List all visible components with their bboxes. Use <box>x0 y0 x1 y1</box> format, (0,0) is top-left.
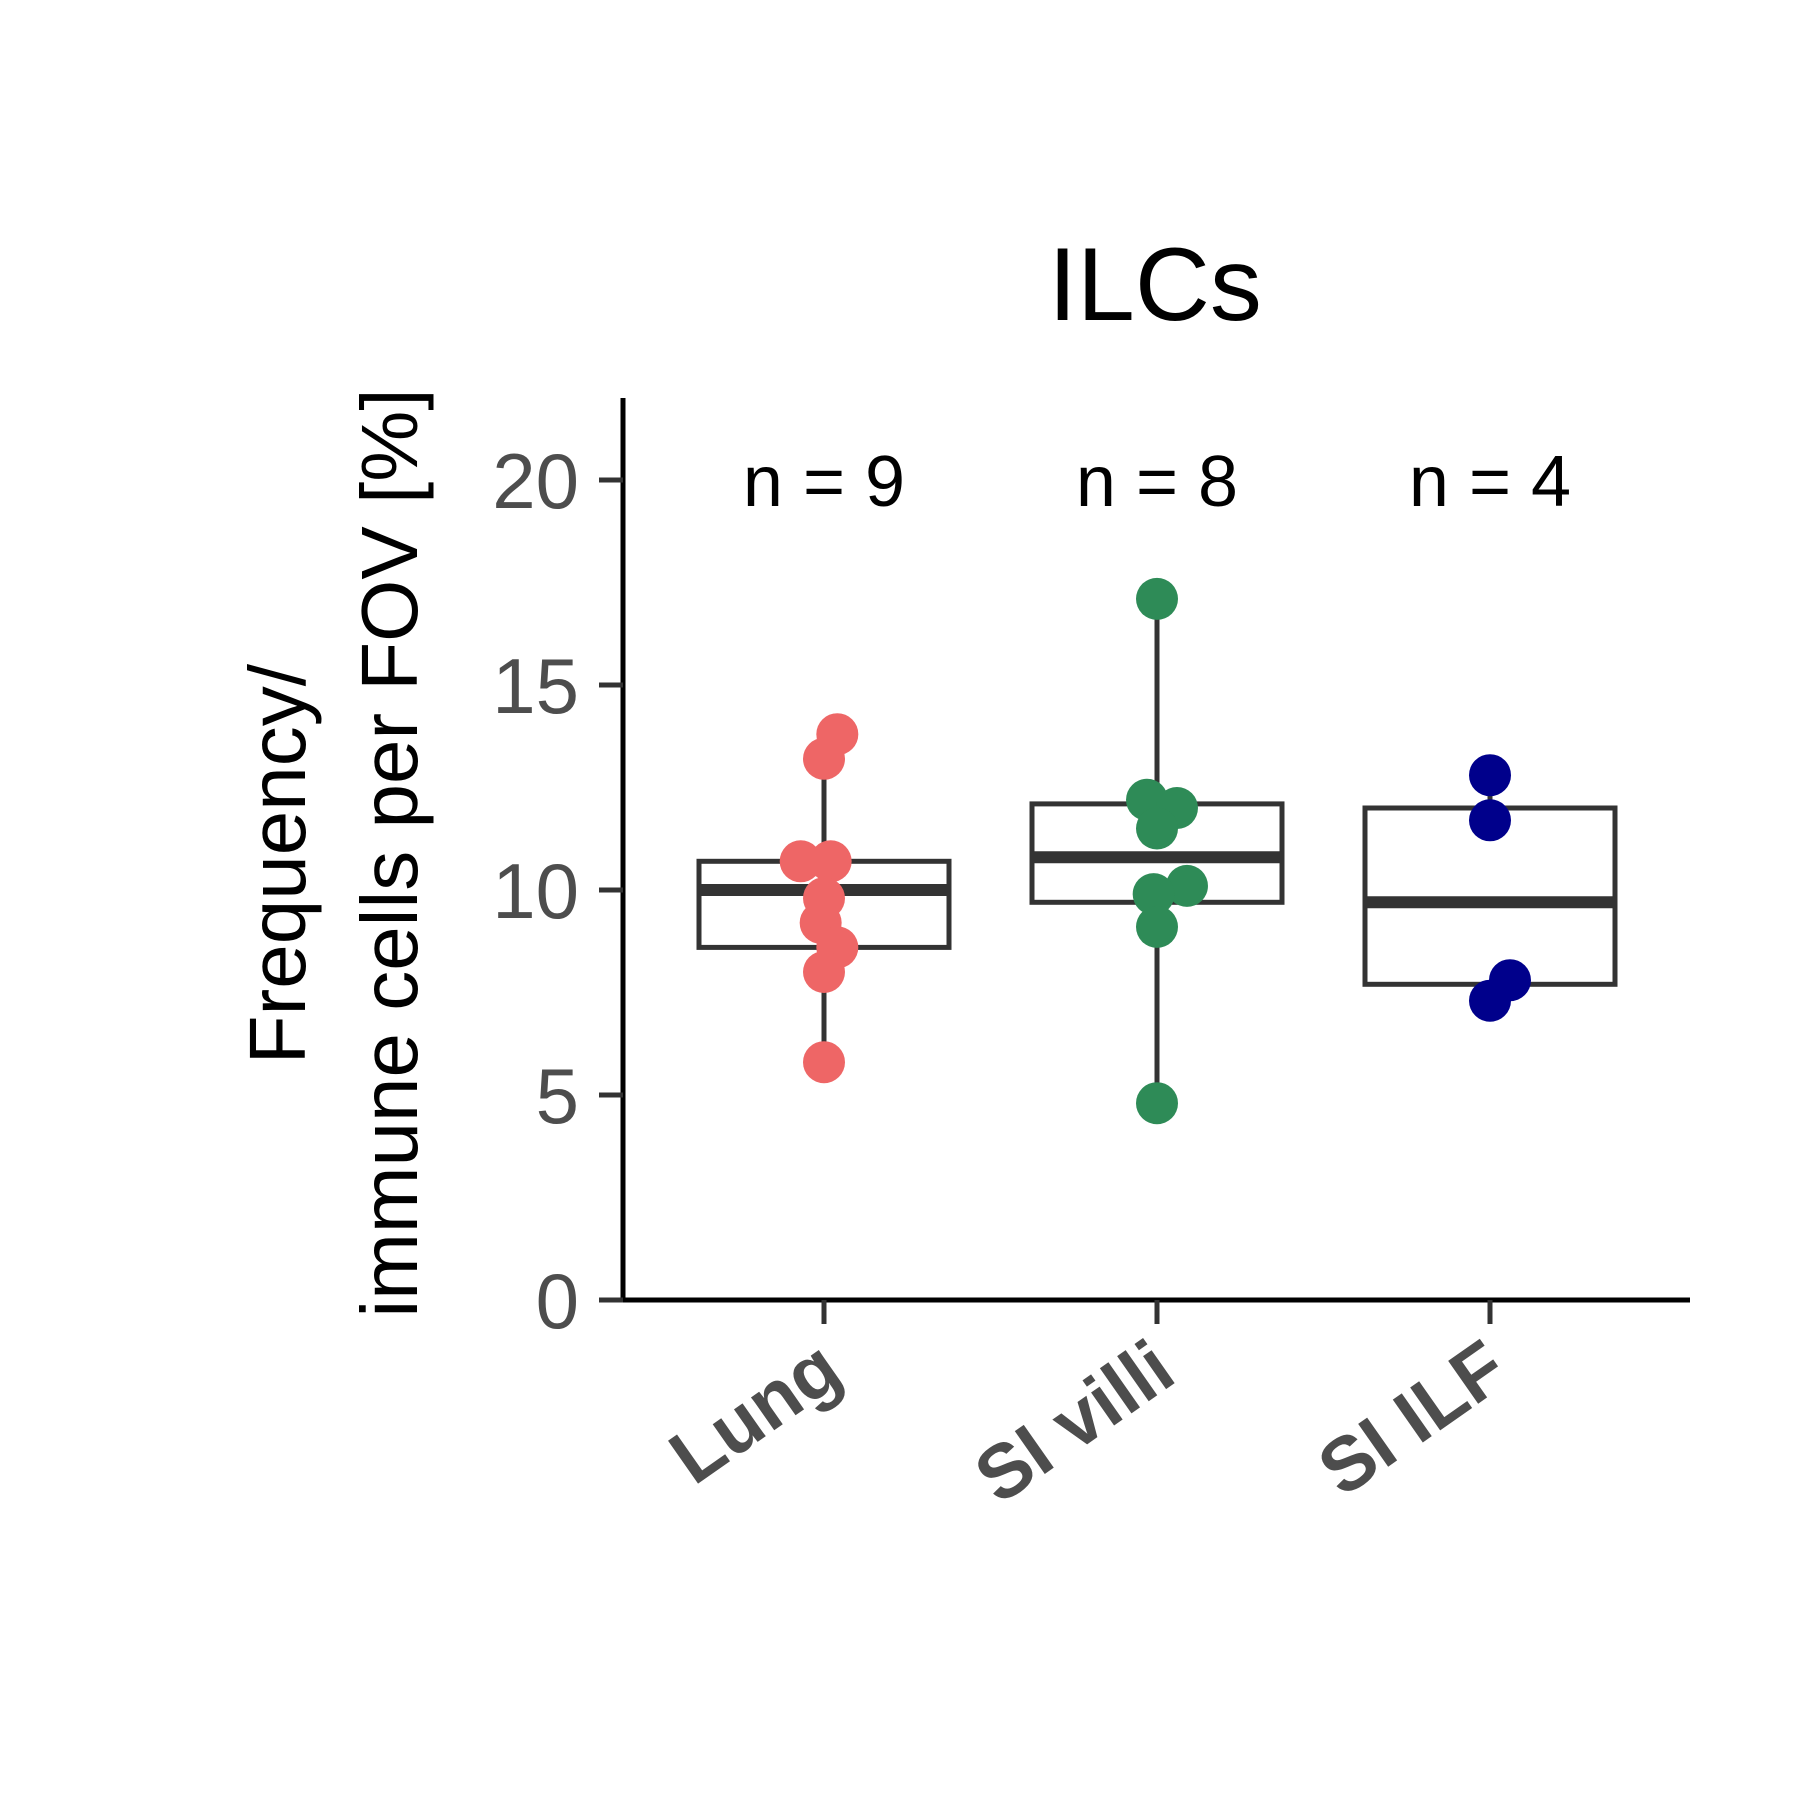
data-point <box>779 840 822 883</box>
n-annotation: n = 8 <box>1076 442 1238 522</box>
y-axis-label-line-2: immune cells per FOV [%] <box>345 388 434 1317</box>
y-tick-label: 0 <box>536 1257 579 1345</box>
data-point <box>1469 799 1511 842</box>
data-point <box>1469 754 1511 797</box>
y-axis-label: Frequency/ immune cells per FOV [%] <box>233 388 434 1317</box>
x-tick-label: SI villi <box>960 1324 1189 1520</box>
x-tick-label: SI ILF <box>1304 1324 1522 1512</box>
data-point <box>1132 873 1175 916</box>
x-tick-label: Lung <box>655 1324 856 1500</box>
data-point <box>1469 979 1511 1022</box>
y-tick-label: 20 <box>492 437 579 525</box>
data-point <box>809 840 852 883</box>
chart-title: ILCs <box>1048 227 1262 343</box>
y-tick-label: 15 <box>492 642 579 730</box>
plot-area: 0 5 10 15 20 Lung SI villi SI ILF n = 9 n = 8 n = … <box>492 398 1690 1520</box>
data-point <box>1136 577 1178 620</box>
n-annotation: n = 4 <box>1409 442 1571 522</box>
data-point <box>803 951 845 993</box>
data-point <box>803 1041 845 1084</box>
n-annotation: n = 9 <box>743 442 905 522</box>
data-point <box>1136 905 1178 948</box>
y-tick-label: 10 <box>492 847 579 935</box>
data-point <box>1165 864 1208 907</box>
data-point <box>1136 1082 1178 1125</box>
data-point <box>1136 807 1178 850</box>
y-axis-label-line-1: Frequency/ <box>233 663 322 1064</box>
y-tick-label: 5 <box>536 1052 579 1140</box>
data-point <box>803 737 845 780</box>
